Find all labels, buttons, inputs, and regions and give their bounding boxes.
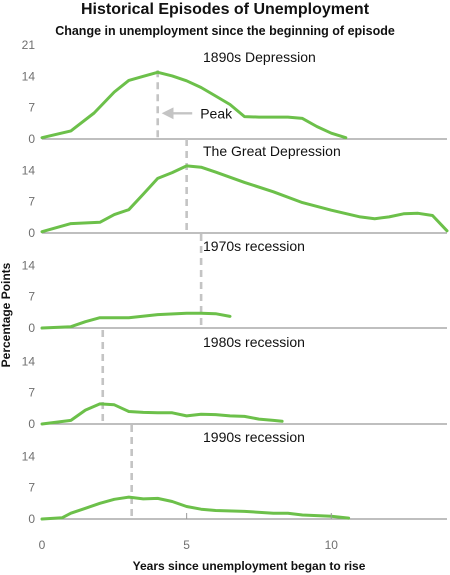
x-axis-title: Years since unemployment began to rise xyxy=(133,559,366,573)
panel-label: 1990s recession xyxy=(203,429,305,445)
series-line xyxy=(40,402,284,426)
x-tick-label: 10 xyxy=(325,538,339,552)
panel-label: 1890s Depression xyxy=(203,49,316,65)
panel-5: 0 7 14 1990s recession xyxy=(22,425,447,526)
peak-annotation: Peak xyxy=(200,105,233,121)
panel-3: 0 7 14 1970s recession xyxy=(22,234,447,335)
panel-4: 0 7 14 1980s recession xyxy=(22,330,447,431)
series-line xyxy=(40,70,348,140)
series-line xyxy=(40,164,449,234)
panel-label: The Great Depression xyxy=(203,143,341,159)
x-tick-label: 0 xyxy=(39,538,46,552)
panel-2: 0 7 14 The Great Depression xyxy=(22,139,449,240)
y-tick-label: 0 xyxy=(28,321,35,335)
y-tick-label: 0 xyxy=(28,512,35,526)
y-tick-label: 14 xyxy=(22,69,36,83)
y-tick-label: 7 xyxy=(28,481,35,495)
y-tick-label: 7 xyxy=(28,386,35,400)
y-tick-label: 14 xyxy=(22,449,36,463)
series-line xyxy=(40,311,232,330)
series-line xyxy=(40,495,351,521)
y-axis-title: Percentage Points xyxy=(0,262,13,367)
y-tick-label: 14 xyxy=(22,163,36,177)
panel-label: 1970s recession xyxy=(203,238,305,254)
y-tick-label: 14 xyxy=(22,354,36,368)
y-tick-label: 21 xyxy=(22,38,36,52)
chart-title: Historical Episodes of Unemployment xyxy=(80,1,370,18)
x-axis: 0 5 10 xyxy=(39,513,339,552)
y-tick-label: 7 xyxy=(28,195,35,209)
panel-label: 1980s recession xyxy=(203,334,305,350)
y-tick-label: 7 xyxy=(28,101,35,115)
y-tick-label: 7 xyxy=(28,290,35,304)
chart-subtitle: Change in unemployment since the beginni… xyxy=(55,24,395,38)
y-tick-label: 0 xyxy=(28,132,35,146)
y-tick-label: 0 xyxy=(28,226,35,240)
panel-1: 0 7 14 21 1890s Depression Peak xyxy=(22,38,447,146)
y-tick-label: 14 xyxy=(22,258,36,272)
panels-layer: 0 7 14 21 1890s Depression Peak 0 7 14 The Great … xyxy=(22,38,449,526)
y-tick-label: 0 xyxy=(28,417,35,431)
x-tick-label: 5 xyxy=(183,538,190,552)
